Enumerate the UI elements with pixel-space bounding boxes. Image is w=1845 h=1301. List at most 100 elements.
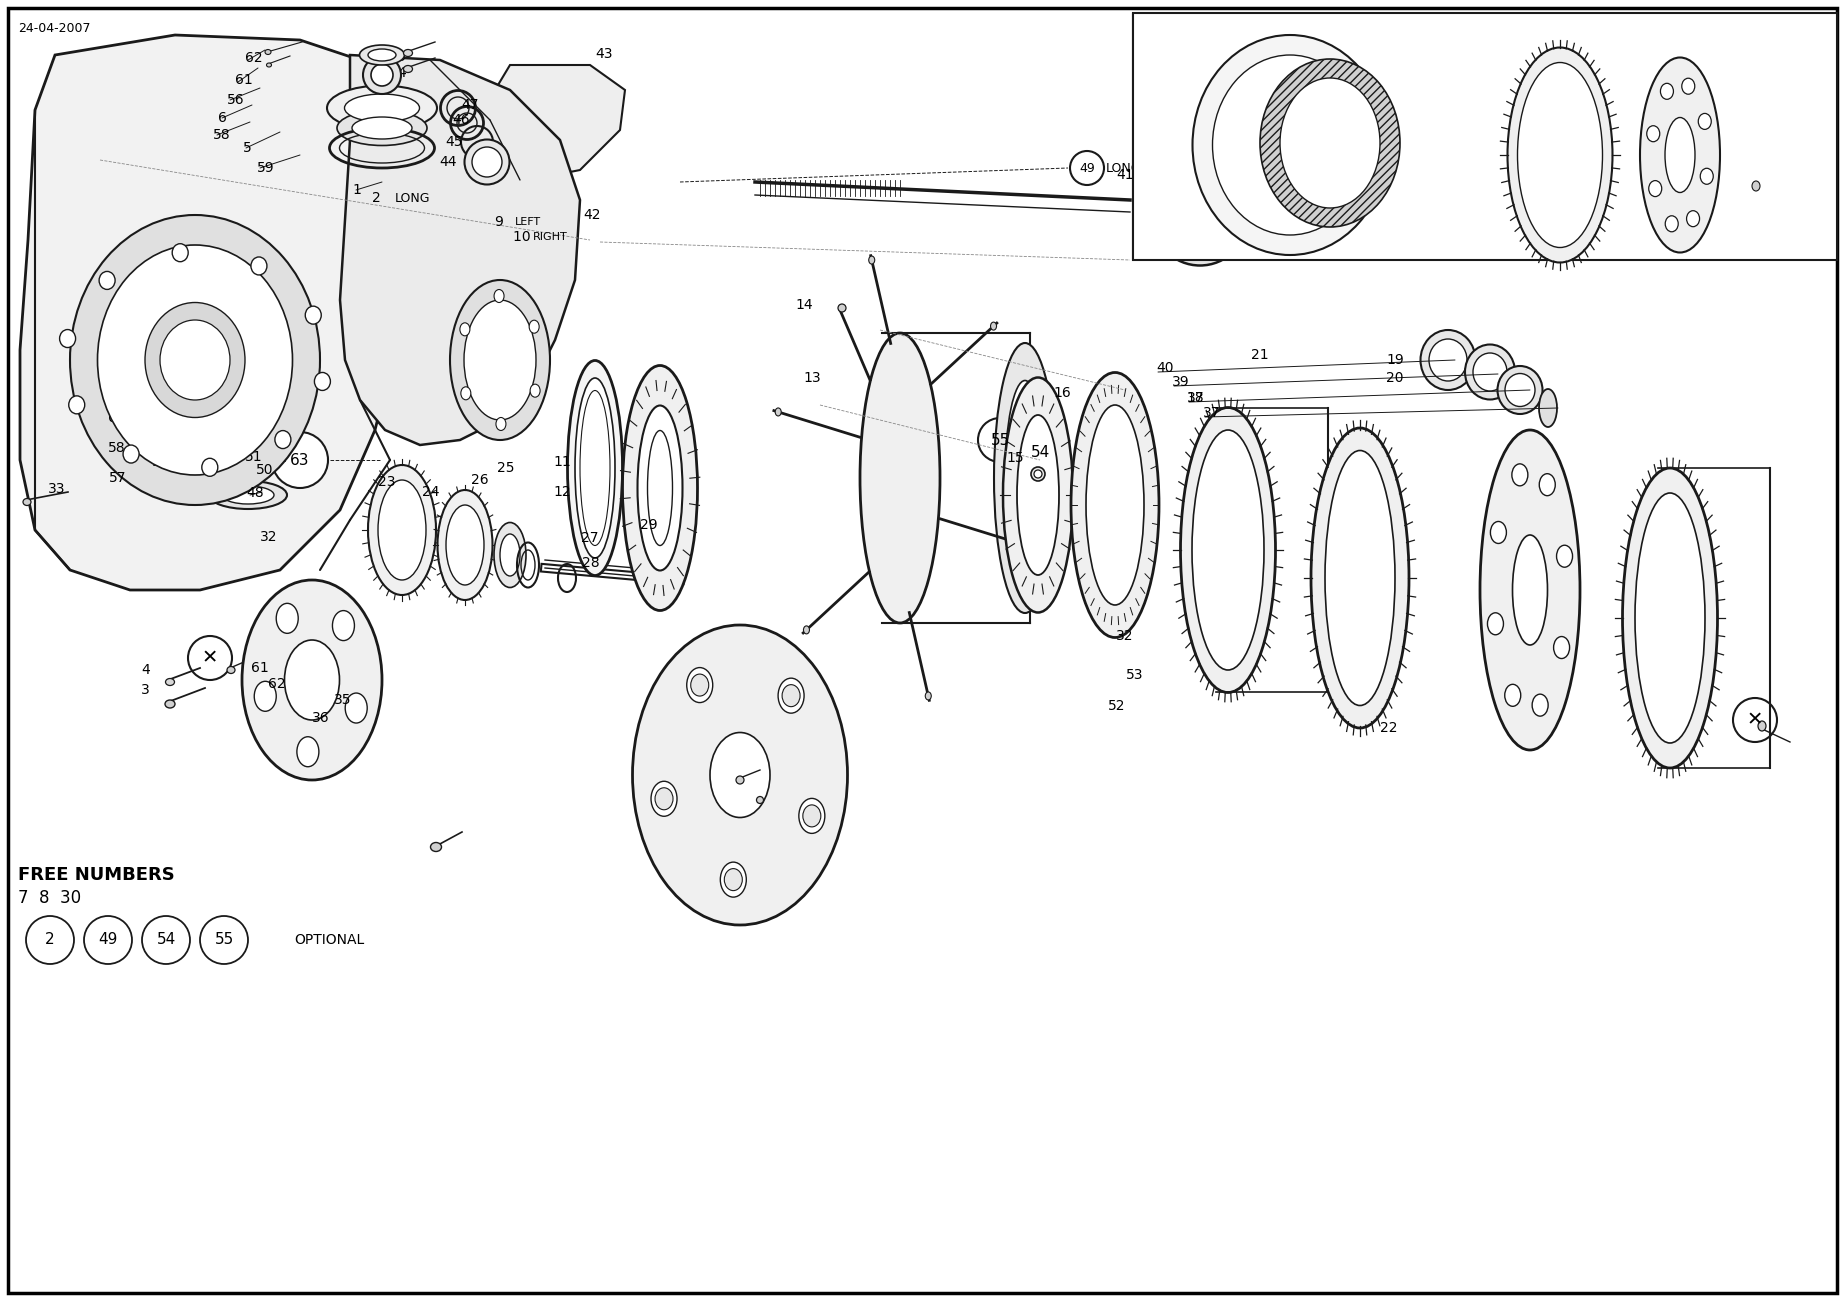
Ellipse shape (1177, 233, 1196, 251)
Ellipse shape (576, 379, 614, 558)
Ellipse shape (68, 396, 85, 414)
Text: 32: 32 (260, 530, 277, 544)
Text: 17: 17 (1186, 392, 1203, 405)
Text: 23: 23 (378, 475, 395, 489)
Text: 4: 4 (142, 664, 149, 677)
Text: 40: 40 (1157, 360, 1173, 375)
Ellipse shape (297, 736, 319, 766)
Text: 35: 35 (334, 693, 352, 706)
Text: 49: 49 (98, 933, 118, 947)
Ellipse shape (266, 62, 271, 66)
Ellipse shape (472, 147, 502, 177)
Text: 50: 50 (256, 463, 273, 477)
Text: 39: 39 (1172, 375, 1190, 389)
Ellipse shape (332, 610, 354, 640)
Text: 51: 51 (245, 450, 262, 464)
Ellipse shape (465, 139, 509, 185)
Ellipse shape (803, 805, 821, 827)
Text: 37: 37 (1203, 406, 1221, 420)
Text: 31: 31 (151, 455, 170, 468)
Ellipse shape (1006, 380, 1044, 575)
Ellipse shape (860, 333, 939, 623)
Ellipse shape (149, 445, 231, 475)
Ellipse shape (756, 796, 764, 804)
Text: 46: 46 (452, 113, 470, 127)
Text: 41: 41 (1116, 168, 1133, 182)
Ellipse shape (1031, 467, 1044, 481)
Ellipse shape (926, 692, 932, 700)
Ellipse shape (1498, 366, 1542, 414)
Ellipse shape (304, 306, 321, 324)
Ellipse shape (327, 86, 437, 130)
Ellipse shape (430, 843, 441, 851)
Ellipse shape (149, 418, 221, 446)
Ellipse shape (622, 366, 697, 610)
Ellipse shape (266, 49, 271, 55)
Ellipse shape (1033, 470, 1042, 477)
Ellipse shape (720, 863, 747, 898)
Text: 43: 43 (594, 47, 613, 61)
Circle shape (188, 636, 232, 680)
Ellipse shape (775, 409, 780, 416)
Text: 16: 16 (1053, 386, 1070, 399)
FancyBboxPatch shape (1133, 13, 1838, 260)
Ellipse shape (1553, 636, 1570, 658)
Ellipse shape (164, 700, 175, 708)
Ellipse shape (690, 674, 708, 696)
Text: 60: 60 (109, 411, 125, 425)
Text: 19: 19 (1762, 130, 1780, 144)
Ellipse shape (991, 323, 996, 330)
Circle shape (85, 916, 133, 964)
Ellipse shape (494, 523, 526, 588)
Ellipse shape (255, 467, 264, 474)
Ellipse shape (360, 46, 404, 65)
Ellipse shape (146, 303, 245, 418)
Ellipse shape (255, 682, 277, 712)
Ellipse shape (168, 481, 223, 500)
Text: 7  8  30: 7 8 30 (18, 889, 81, 907)
Text: 32: 32 (1116, 628, 1133, 643)
Text: 18: 18 (1760, 180, 1779, 194)
Text: 20: 20 (1386, 371, 1404, 385)
Text: 33: 33 (48, 481, 65, 496)
Ellipse shape (1480, 431, 1579, 749)
Text: 5: 5 (244, 141, 251, 155)
Ellipse shape (710, 732, 769, 817)
Ellipse shape (437, 490, 493, 600)
Text: 3: 3 (142, 683, 149, 697)
Ellipse shape (1325, 450, 1395, 705)
Text: 4: 4 (397, 66, 406, 79)
Ellipse shape (686, 667, 712, 703)
Ellipse shape (1511, 464, 1528, 485)
Circle shape (199, 916, 247, 964)
Text: ✕: ✕ (201, 648, 218, 667)
Ellipse shape (994, 343, 1055, 613)
Text: 38: 38 (1186, 392, 1205, 405)
Ellipse shape (637, 528, 644, 536)
Ellipse shape (1220, 209, 1236, 226)
Ellipse shape (314, 372, 330, 390)
Ellipse shape (1430, 340, 1467, 381)
Text: 18: 18 (1762, 180, 1780, 194)
Text: 9: 9 (494, 215, 507, 229)
Ellipse shape (1465, 345, 1515, 399)
Text: 11: 11 (554, 455, 570, 468)
Ellipse shape (161, 320, 231, 399)
Text: LONG: LONG (395, 191, 430, 204)
Ellipse shape (1192, 431, 1264, 670)
Ellipse shape (446, 505, 483, 585)
Text: 10: 10 (513, 230, 535, 245)
Ellipse shape (1539, 474, 1555, 496)
Text: 26: 26 (470, 474, 489, 487)
Ellipse shape (404, 65, 413, 73)
Ellipse shape (633, 624, 847, 925)
Ellipse shape (1018, 540, 1024, 548)
Text: 47: 47 (461, 98, 478, 112)
Ellipse shape (1472, 353, 1507, 392)
Text: 27: 27 (581, 531, 598, 545)
Ellipse shape (98, 245, 293, 475)
Ellipse shape (227, 666, 234, 674)
Ellipse shape (245, 683, 253, 690)
Text: 58: 58 (212, 127, 231, 142)
Ellipse shape (1507, 48, 1613, 263)
